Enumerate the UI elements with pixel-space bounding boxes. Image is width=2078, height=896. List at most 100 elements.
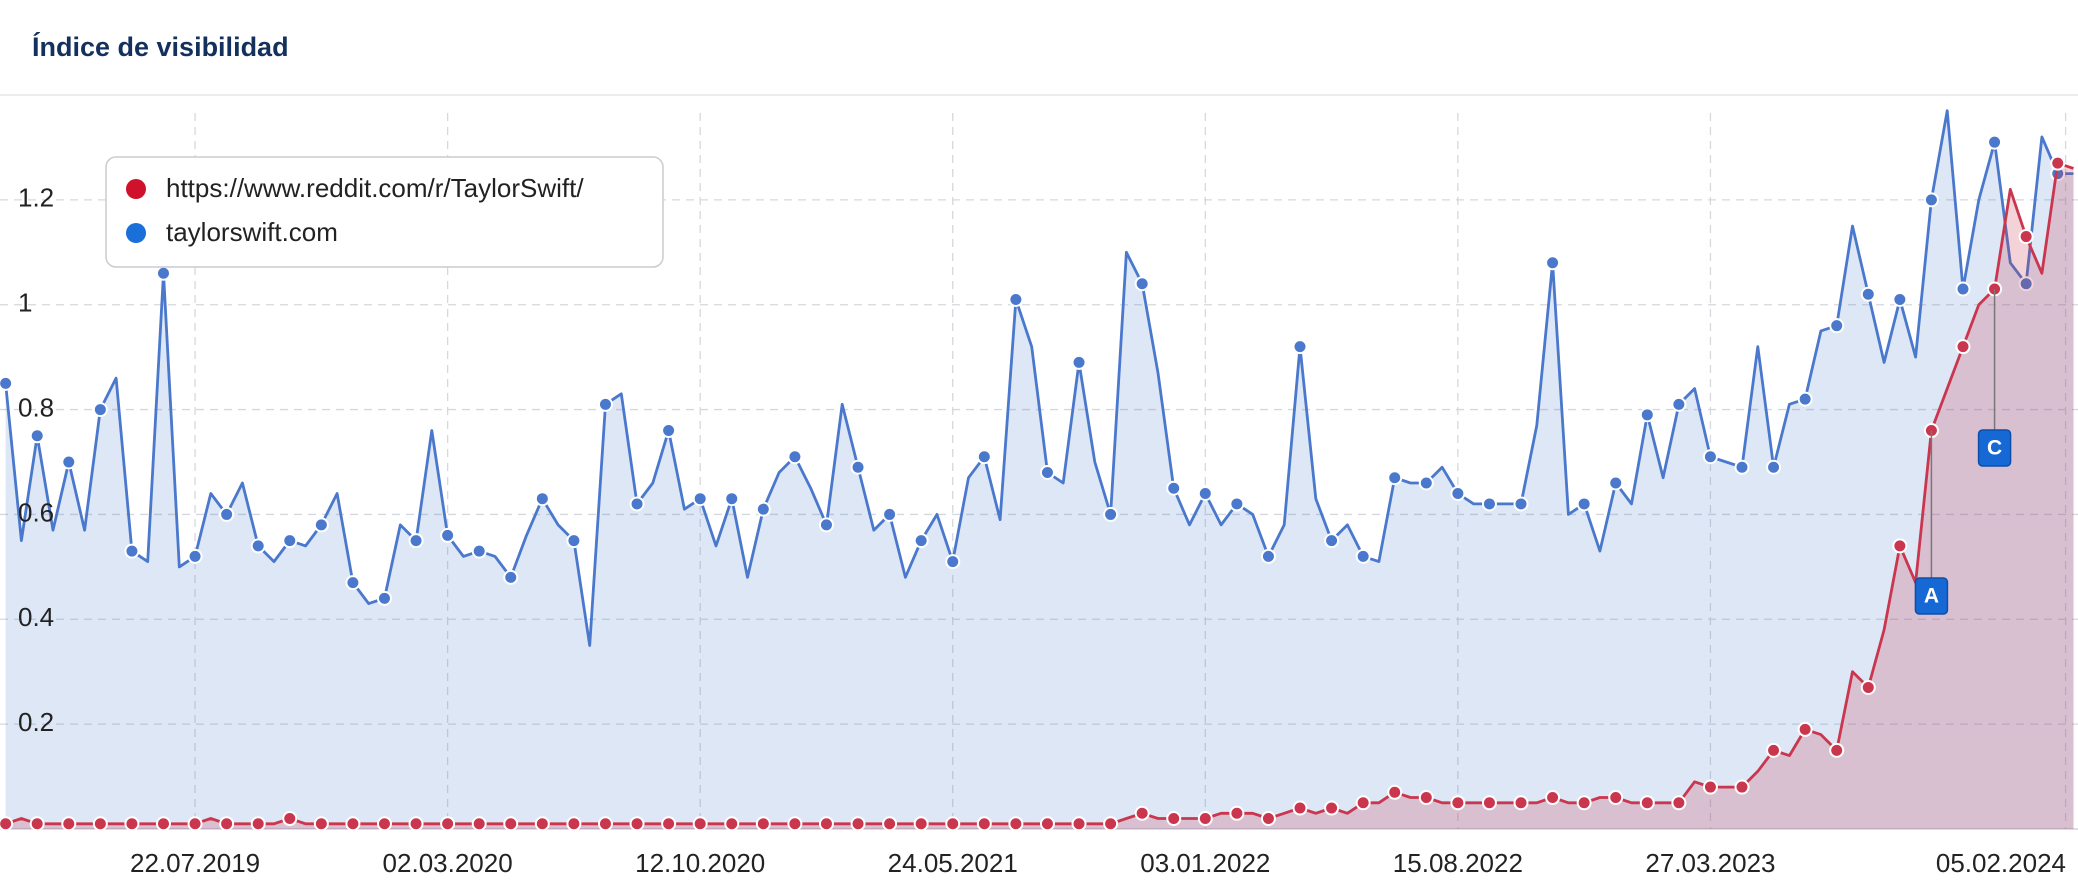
point [503,569,519,585]
plot-area [0,109,2074,832]
x-tick-label: 22.07.2019 [130,848,260,878]
point [1166,480,1182,496]
point [29,816,45,832]
point [1892,291,1908,307]
point [755,816,771,832]
point [376,590,392,606]
point [913,816,929,832]
series-line [4,109,2074,647]
point [1702,449,1718,465]
x-tick-label: 15.08.2022 [1393,848,1523,878]
point [1229,496,1245,512]
point [1545,790,1561,806]
y-tick-label: 1 [18,288,32,318]
series-area [5,163,2074,829]
point [345,816,361,832]
point [1134,805,1150,821]
point [1008,291,1024,307]
point [471,816,487,832]
point [187,548,203,564]
point [1166,811,1182,827]
point [1955,281,1971,297]
point [1513,795,1529,811]
point [219,816,235,832]
annotation-flag [1977,429,2012,467]
point [1639,407,1655,423]
series-area [5,110,2074,829]
point [2050,155,2066,171]
annotation-flag [1914,577,1949,615]
point [1260,811,1276,827]
point [692,491,708,507]
point [1355,795,1371,811]
point [250,538,266,554]
point [1702,779,1718,795]
point [1797,391,1813,407]
point [61,454,77,470]
point [882,506,898,522]
point [976,449,992,465]
point [313,517,329,533]
point [1039,816,1055,832]
point [1829,318,1845,334]
x-tick-label: 12.10.2020 [635,848,765,878]
point [1639,795,1655,811]
point [1545,255,1561,271]
point [1324,533,1340,549]
point [92,402,108,418]
point [661,423,677,439]
point [597,396,613,412]
point [1734,459,1750,475]
x-tick-label: 03.01.2022 [1140,848,1270,878]
point [1008,816,1024,832]
point [945,816,961,832]
point [1418,790,1434,806]
point [1860,286,1876,302]
point [534,816,550,832]
point [1671,795,1687,811]
y-tick-label: 1.2 [18,183,54,213]
point [787,449,803,465]
point [155,265,171,281]
point [597,816,613,832]
point [282,533,298,549]
point [1892,538,1908,554]
point [1418,475,1434,491]
point [1197,811,1213,827]
point [1355,548,1371,564]
y-tick-label: 0.2 [18,707,54,737]
point [1481,795,1497,811]
point [1229,805,1245,821]
point [1734,779,1750,795]
point [1103,816,1119,832]
point [1071,354,1087,370]
point [250,816,266,832]
point [408,816,424,832]
point [566,533,582,549]
point [818,517,834,533]
point [1260,548,1276,564]
point [1292,800,1308,816]
point [376,816,392,832]
point [313,816,329,832]
annotation-label: A [1924,585,1939,608]
y-tick-label: 0.8 [18,392,54,422]
point [124,816,140,832]
point [1513,496,1529,512]
point [503,816,519,832]
legend-box [105,156,664,268]
point [913,533,929,549]
point [408,533,424,549]
point [124,543,140,559]
point [29,428,45,444]
point [534,491,550,507]
x-tick-label: 27.03.2023 [1645,848,1775,878]
point [1576,795,1592,811]
point [850,459,866,475]
point [1039,464,1055,480]
point [1324,800,1340,816]
point [724,816,740,832]
